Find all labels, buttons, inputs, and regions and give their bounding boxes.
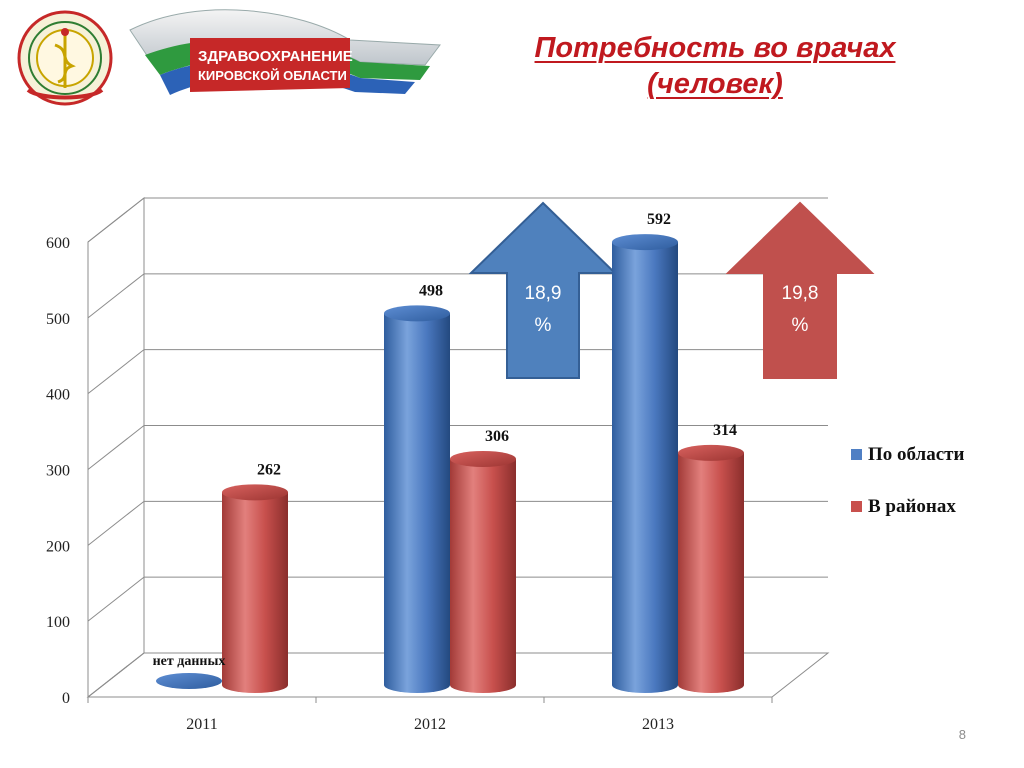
legend-swatch [851,449,862,460]
bar-po-oblasti-top [612,234,678,251]
bar-v-rayonah [450,450,516,693]
logo-line1: ЗДРАВООХРАНЕНИЕ [198,48,353,65]
bar-po-oblasti-top [384,305,450,322]
arrow-label: 18,9 [525,283,562,304]
bar-v-rayonah-body [222,492,288,693]
x-tick-label: 2012 [414,716,446,733]
gridline-diagonal [87,349,145,395]
gridline-diagonal [87,425,145,470]
y-tick-label: 100 [46,614,70,631]
bar-po-oblasti-empty [156,673,222,689]
growth-arrow-icon [725,201,875,379]
legend-label: В районах [868,496,956,517]
bar-po-oblasti [384,305,450,693]
bar-v-rayonah [222,484,288,693]
bar-v-rayonah-body [450,458,516,693]
data-label: 498 [419,282,443,299]
data-label: нет данных [153,654,226,669]
data-label: 314 [713,422,737,439]
seal-emblem-icon [17,10,113,106]
bar-v-rayonah-top [450,450,516,467]
y-tick-label: 600 [46,235,70,252]
logo-line2: КИРОВСКОЙ ОБЛАСТИ [198,68,347,83]
bar-po-oblasti-body [384,313,450,693]
bar-v-rayonah [678,444,744,693]
arrow-label: % [535,315,552,336]
legend-swatch [851,501,862,512]
y-tick-label: 0 [62,690,70,707]
page-title: Потребность во врачах (человек) [480,30,950,102]
title-line1: Потребность во врачах [534,32,896,64]
gridline-diagonal [87,500,145,546]
arrow-label: % [792,315,809,336]
bar-v-rayonah-top [222,484,288,501]
gridline-diagonal [87,197,145,243]
data-label: 262 [257,461,281,478]
bar-po-oblasti-body [612,242,678,694]
y-tick-label: 400 [46,387,70,404]
arrow-label: 19,8 [782,283,819,304]
y-tick-label: 300 [46,463,70,480]
bar-v-rayonah-body [678,452,744,693]
legend-label: По области [868,444,964,465]
logo: ЗДРАВООХРАНЕНИЕ КИРОВСКОЙ ОБЛАСТИ [17,9,441,106]
data-label: 306 [485,428,509,445]
page-number: 8 [958,727,966,742]
x-tick-label: 2013 [642,716,674,733]
gridline-diagonal [87,576,145,622]
data-label: 592 [647,211,671,228]
gridline-diagonal [87,273,145,319]
y-tick-label: 200 [46,538,70,555]
y-tick-label: 500 [46,311,70,328]
title-line2: (человек) [647,68,783,100]
bar-v-rayonah-top [678,444,744,461]
growth-arrow-icon [468,201,618,379]
bar-po-oblasti [612,234,678,694]
x-tick-label: 2011 [186,716,217,733]
